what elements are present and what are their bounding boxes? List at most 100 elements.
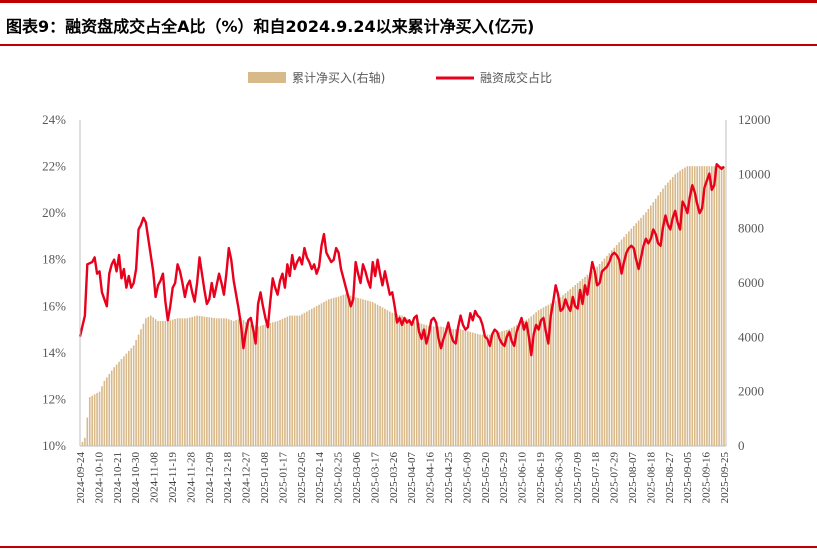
bar [210,317,213,446]
bar [469,331,472,446]
bar [415,322,418,446]
bar [376,304,379,446]
bar [464,330,467,446]
x-tick-label: 2024-10-10 [93,452,105,504]
bar [435,326,437,446]
bar [462,329,464,446]
bar [635,223,637,446]
x-tick-label: 2025-08-07 [627,452,639,504]
bar [532,314,535,446]
right-tick-label: 10000 [738,166,771,181]
bar [515,325,518,446]
bar [181,318,184,446]
bar [408,319,411,446]
bar [652,202,655,446]
bar [318,304,320,446]
bar [552,302,555,446]
left-tick-label: 16% [42,298,66,313]
bar [132,345,135,446]
bar [198,315,201,446]
left-tick-label: 14% [42,345,66,360]
bar [518,323,520,446]
right-tick-label: 4000 [738,329,764,344]
bar [596,266,598,446]
bar [503,330,506,446]
bar [476,333,479,446]
right-tick-label: 2000 [738,384,764,399]
bar [188,317,191,446]
bar [459,329,462,446]
bar [291,315,294,446]
bar [628,231,630,446]
bar [81,441,84,446]
bar [525,319,528,446]
bar [454,329,457,446]
bar [523,321,525,446]
x-tick-label: 2025-05-09 [461,452,473,504]
bar [259,325,262,446]
bar [715,166,718,446]
bar [196,315,198,446]
bar [481,334,484,446]
bar [420,323,423,446]
bar [489,334,491,446]
bar [442,327,445,446]
bar [228,319,230,446]
bar [337,296,340,446]
bar [135,340,137,446]
combo-chart: 累计净买入(右轴) 融资成交占比 10% 12% 14% 16% 18% 20% 22% 24… [42,70,771,504]
bar [279,319,281,446]
right-tick-label: 0 [738,438,745,453]
bar [271,322,274,446]
x-tick-label: 2025-06-10 [517,452,529,504]
x-tick-label: 2025-02-05 [296,452,308,504]
bar [381,307,384,446]
bar [645,212,647,446]
bar [530,316,533,446]
bar [547,304,550,446]
bar [288,315,291,446]
bar [281,318,284,446]
legend-line-label: 融资成交占比 [480,70,552,85]
bar [491,333,494,446]
bar [437,326,440,446]
legend: 累计净买入(右轴) 融资成交占比 [248,70,552,85]
x-tick-label: 2024-10-21 [112,452,124,503]
bar [603,258,606,446]
bar [349,295,352,446]
bar [323,302,325,446]
bar [562,295,564,446]
bar [581,278,584,446]
bar [698,166,701,446]
bar [493,333,496,446]
right-tick-label: 12000 [738,112,771,127]
bar [96,393,98,446]
bar [576,283,579,446]
bar [193,316,196,446]
bar [110,370,113,446]
bar [557,299,559,446]
bar [298,315,301,446]
bar [374,303,376,447]
left-tick-label: 10% [42,438,66,453]
bar [206,316,208,446]
bar [252,325,254,446]
bar [245,321,247,446]
bar [325,300,328,446]
bar [567,291,569,446]
bar [176,318,179,446]
bar [308,310,311,446]
bar [154,319,157,446]
bar [537,310,540,446]
x-tick-label: 2025-07-09 [572,452,584,504]
bar [320,303,323,447]
bar [84,437,86,446]
bar [413,321,415,446]
bar [669,179,672,446]
bar [471,332,474,446]
bar [632,225,635,446]
bar [347,294,350,446]
bar [203,316,206,446]
x-tick-label: 2025-09-25 [719,452,731,504]
bar [591,270,594,446]
